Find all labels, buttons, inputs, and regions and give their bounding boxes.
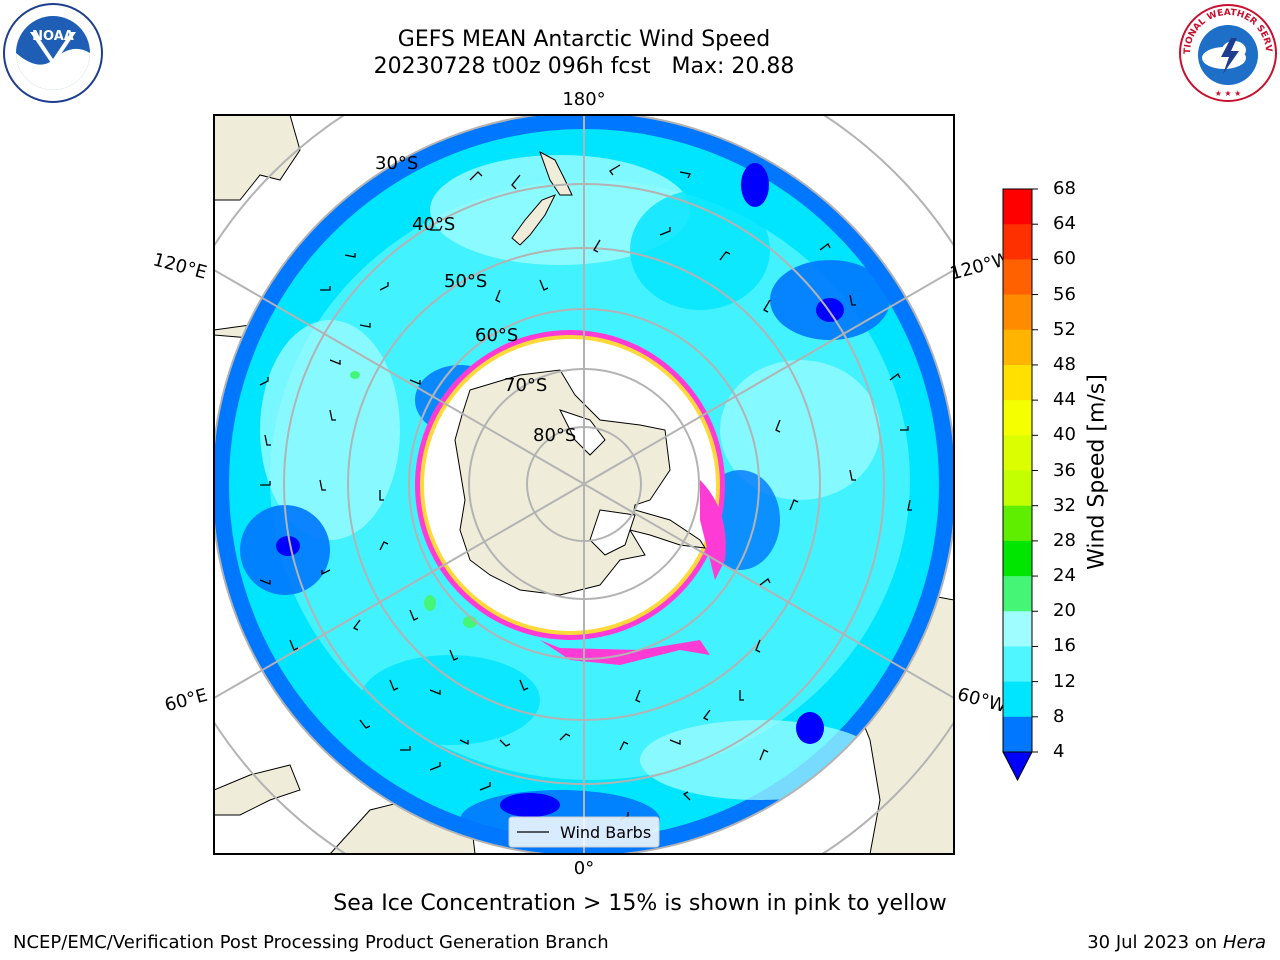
colorbar-tick-label: 68 xyxy=(1053,178,1076,199)
colorbar-segment xyxy=(1003,224,1032,260)
map-frame xyxy=(213,114,955,855)
colorbar-segment xyxy=(1003,716,1032,753)
footer-date: 30 Jul 2023 on Hera xyxy=(1087,932,1266,953)
colorbar-segment xyxy=(1003,681,1032,718)
map-title: GEFS MEAN Antarctic Wind Speed xyxy=(397,27,771,52)
lon-label-180: 180° xyxy=(562,89,605,110)
wind-barbs xyxy=(259,164,912,821)
colorbar-segment xyxy=(1003,259,1032,296)
lat-label-30s: 30°S xyxy=(375,153,418,174)
lat-label-40s: 40°S xyxy=(412,214,455,235)
svg-text:★ ★ ★: ★ ★ ★ xyxy=(1215,89,1242,98)
colorbar-segment xyxy=(1003,646,1032,683)
colorbar-segment xyxy=(1003,400,1032,436)
map-subtitle: 20230728 t00z 096h fcst Max: 20.88 xyxy=(373,54,795,79)
graticule xyxy=(214,115,954,854)
legend-wind-barbs: Wind Barbs xyxy=(560,823,651,842)
footer-host: Hera xyxy=(1222,932,1266,953)
colorbar-segment xyxy=(1003,294,1032,331)
footer-date-text: 30 Jul 2023 on xyxy=(1087,932,1223,953)
lat-label-70s: 70°S xyxy=(504,375,547,396)
colorbar xyxy=(1002,188,1038,782)
noaa-logo-text: NOAA xyxy=(32,29,74,44)
colorbar-tick-label: 56 xyxy=(1053,283,1076,305)
colorbar-tick-label: 16 xyxy=(1053,635,1076,657)
colorbar-tick-label: 44 xyxy=(1053,389,1076,411)
colorbar-extend-arrow xyxy=(1002,751,1033,782)
colorbar-segment xyxy=(1003,540,1032,577)
map-legend: Wind Barbs xyxy=(508,816,660,848)
colorbar-segment xyxy=(1003,329,1032,366)
lat-label-80s: 80°S xyxy=(533,425,576,446)
colorbar-segment xyxy=(1003,611,1032,647)
colorbar-segment xyxy=(1003,435,1032,471)
colorbar-segment xyxy=(1003,364,1032,401)
colorbar-tick-label: 40 xyxy=(1053,424,1076,446)
colorbar-tick-label: 4 xyxy=(1053,741,1065,762)
colorbar-segment xyxy=(1003,189,1032,225)
latitude-labels: 30°S 40°S 50°S 60°S 70°S 80°S xyxy=(375,153,576,446)
colorbar-tick-label: 32 xyxy=(1053,494,1076,516)
colorbar-segment xyxy=(1003,505,1032,542)
colorbar-tick-label: 52 xyxy=(1053,318,1076,340)
lon-label-120e: 120°E xyxy=(151,249,209,283)
nws-logo: NATIONAL WEATHER SERVICE ★ ★ ★ xyxy=(1177,2,1277,102)
lon-label-0: 0° xyxy=(574,858,594,879)
lon-label-60w: 60°W xyxy=(955,684,1009,717)
sea-ice-note: Sea Ice Concentration > 15% is shown in … xyxy=(333,891,947,916)
footer-branch: NCEP/EMC/Verification Post Processing Pr… xyxy=(13,932,609,953)
colorbar-tick-label: 8 xyxy=(1053,705,1065,727)
lat-label-50s: 50°S xyxy=(444,271,487,292)
colorbar-tick-label: 12 xyxy=(1053,670,1076,692)
colorbar-segment xyxy=(1003,470,1032,507)
colorbar-tick-label: 48 xyxy=(1053,353,1076,375)
colorbar-segment xyxy=(1003,576,1032,612)
lon-label-60e: 60°E xyxy=(163,685,210,716)
colorbar-tick-label: 60 xyxy=(1053,248,1076,270)
colorbar-tick-label: 20 xyxy=(1053,600,1076,622)
noaa-logo: NOAA xyxy=(3,3,103,103)
colorbar-tick-label: 24 xyxy=(1053,565,1076,587)
colorbar-label: Wind Speed [m/s] xyxy=(1084,374,1110,570)
lat-label-60s: 60°S xyxy=(475,325,518,346)
colorbar-tick-label: 64 xyxy=(1053,213,1076,235)
colorbar-tick-label: 36 xyxy=(1053,459,1076,481)
colorbar-tick-label: 28 xyxy=(1053,529,1076,551)
